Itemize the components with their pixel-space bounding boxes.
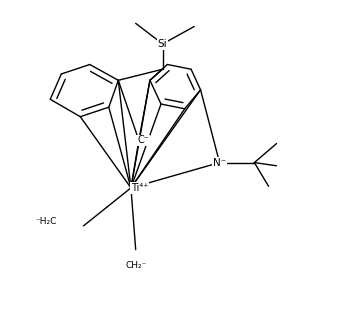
Text: ⁻H₂C: ⁻H₂C [35, 217, 57, 226]
Text: Ti⁴⁺: Ti⁴⁺ [131, 183, 148, 193]
Text: C⁻: C⁻ [137, 136, 149, 146]
Text: CH₂⁻: CH₂⁻ [125, 261, 146, 270]
Text: Si: Si [158, 39, 167, 49]
Text: N⁻: N⁻ [213, 157, 226, 167]
